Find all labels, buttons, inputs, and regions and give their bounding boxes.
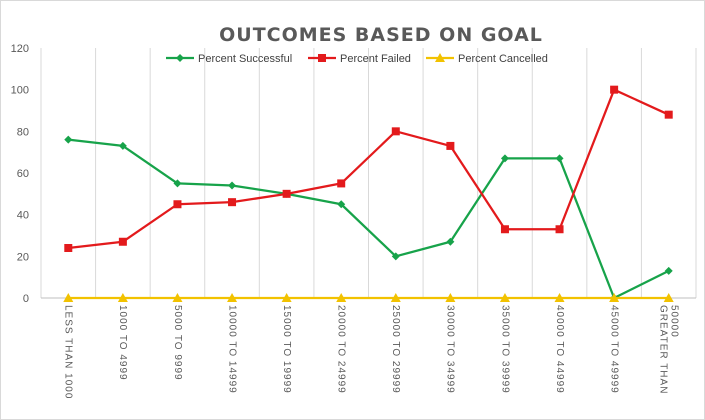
data-point xyxy=(390,293,401,302)
axes: 0 20 40 60 80 100 120 LESS THAN 1000 1000 TO 499… xyxy=(11,43,696,399)
x-tick-label-line: 45000 TO 49999 xyxy=(608,305,619,394)
x-tick-label: 10000 TO 14999 xyxy=(226,305,237,394)
x-tick-label: 35000 TO 39999 xyxy=(499,305,510,394)
data-point xyxy=(499,293,510,302)
legend-item: Percent Failed xyxy=(308,53,411,65)
y-tick-label: 20 xyxy=(17,251,29,263)
gridlines xyxy=(40,48,697,298)
x-tick-label: 45000 TO 49999 xyxy=(608,305,619,394)
x-tick-label: GREATER THAN 50000 xyxy=(658,305,680,394)
series-line xyxy=(68,88,670,250)
data-point xyxy=(173,179,182,188)
x-tick-label-line: 25000 TO 29999 xyxy=(390,305,401,394)
series-percent-failed xyxy=(64,85,673,252)
data-point xyxy=(500,225,509,234)
data-point xyxy=(172,293,183,302)
x-tick-label-line: LESS THAN 1000 xyxy=(63,305,74,399)
legend-item: Percent Cancelled xyxy=(426,53,548,65)
data-point xyxy=(555,225,564,234)
legend-marker xyxy=(435,53,445,62)
data-point xyxy=(117,293,128,302)
y-tick-label: 40 xyxy=(17,210,29,222)
data-point xyxy=(609,293,620,302)
data-point xyxy=(664,266,673,275)
series-percent-cancelled xyxy=(63,293,674,302)
x-tick-label: 5000 TO 9999 xyxy=(172,305,183,381)
data-point xyxy=(664,110,673,119)
y-tick-label: 120 xyxy=(11,43,29,55)
legend-label: Percent Cancelled xyxy=(458,53,548,65)
y-tick-label: 80 xyxy=(17,126,29,138)
data-point xyxy=(281,293,292,302)
data-point xyxy=(64,135,73,144)
legend-label: Percent Successful xyxy=(198,53,292,65)
data-point xyxy=(446,141,455,150)
x-tick-label: 20000 TO 24999 xyxy=(336,305,347,394)
data-point xyxy=(445,293,456,302)
legend-marker xyxy=(176,54,184,62)
x-tick-label-line: 50000 xyxy=(669,305,680,338)
y-tick-label: 100 xyxy=(11,85,29,97)
y-tick-label: 0 xyxy=(23,293,29,305)
data-point xyxy=(500,154,509,163)
legend: Percent Successful Percent Failed Percent … xyxy=(166,53,548,65)
data-point xyxy=(228,181,237,190)
x-tick-label: 15000 TO 19999 xyxy=(281,305,292,394)
data-point xyxy=(554,293,565,302)
data-point xyxy=(391,252,400,261)
series-group xyxy=(63,85,674,302)
data-point xyxy=(228,198,237,207)
x-tick-label-line: GREATER THAN xyxy=(658,305,669,394)
data-point xyxy=(64,244,73,252)
data-point xyxy=(663,293,674,302)
x-tick-label-line: 30000 TO 34999 xyxy=(445,305,456,394)
data-point xyxy=(610,85,619,94)
chart-title: OUTCOMES BASED ON GOAL xyxy=(219,24,543,46)
data-point xyxy=(446,237,455,246)
data-point xyxy=(337,179,346,188)
series-line xyxy=(68,138,670,300)
x-tick-label-line: 20000 TO 24999 xyxy=(336,305,347,394)
legend-item: Percent Successful xyxy=(166,53,292,65)
x-tick-label-line: 40000 TO 44999 xyxy=(554,305,565,394)
data-point xyxy=(118,141,127,150)
x-tick-label-line: 35000 TO 39999 xyxy=(499,305,510,394)
x-tick-label-line: 15000 TO 19999 xyxy=(281,305,292,394)
x-tick-label: 30000 TO 34999 xyxy=(445,305,456,394)
x-tick-label-line: 10000 TO 14999 xyxy=(226,305,237,394)
data-point xyxy=(282,189,291,198)
data-point xyxy=(336,293,347,302)
x-tick-label: 1000 TO 4999 xyxy=(117,305,128,381)
data-point xyxy=(63,293,74,302)
legend-marker xyxy=(318,54,326,62)
legend-label: Percent Failed xyxy=(340,53,411,65)
x-tick-label: 40000 TO 44999 xyxy=(554,305,565,394)
x-tick-label-line: 5000 TO 9999 xyxy=(172,305,183,381)
x-tick-label: LESS THAN 1000 xyxy=(63,305,74,399)
data-point xyxy=(118,237,127,246)
data-point xyxy=(337,200,346,209)
x-tick-label-line: 1000 TO 4999 xyxy=(117,305,128,381)
data-point xyxy=(173,200,182,209)
data-point xyxy=(555,154,564,163)
data-point xyxy=(227,293,238,302)
y-tick-label: 60 xyxy=(17,168,29,180)
x-tick-label: 25000 TO 29999 xyxy=(390,305,401,394)
data-point xyxy=(391,127,400,136)
